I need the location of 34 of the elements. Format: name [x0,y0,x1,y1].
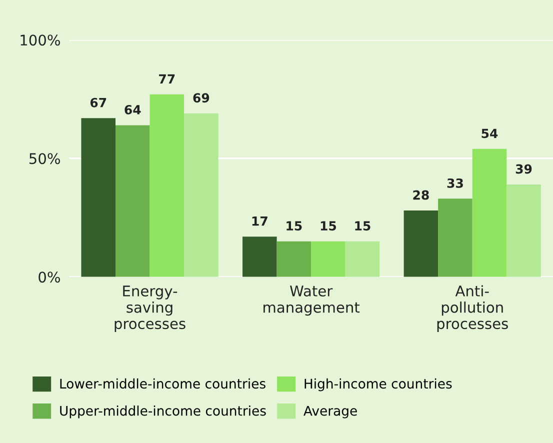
bar [184,113,218,277]
x-tick-label: Energy- saving processes [114,286,186,332]
bar [506,184,541,277]
legend-label: Upper-middle-income countries [60,406,266,418]
data-label: 69 [193,93,210,103]
legend-label: Lower-middle-income countries [60,378,266,389]
x-tick-label: Anti- pollution processes [437,285,508,332]
y-tick-label: 0% [38,272,60,283]
data-label: 15 [286,221,302,231]
data-label: 15 [355,221,370,231]
bar [81,118,116,277]
bar [115,125,150,277]
data-label: 33 [447,178,463,188]
x-tick-label: Water management [264,286,360,316]
data-label: 64 [124,104,141,114]
bar [242,236,277,277]
data-label: 77 [159,74,175,84]
data-label: 17 [252,216,268,226]
y-tick-label: 50% [30,153,60,164]
data-label: 67 [90,98,106,108]
bar [472,148,507,277]
y-tick-label: 100% [20,34,60,46]
bar [276,241,312,277]
data-label: 39 [516,164,532,174]
bar [438,198,472,277]
bar [311,241,346,277]
data-label: 28 [413,190,429,200]
bar [345,241,380,277]
legend-label: Average [304,406,357,418]
legend-label: High-income countries [304,378,452,392]
data-label: 15 [320,221,336,231]
data-label: 54 [482,128,498,138]
bar [404,210,438,277]
bar [150,94,184,277]
